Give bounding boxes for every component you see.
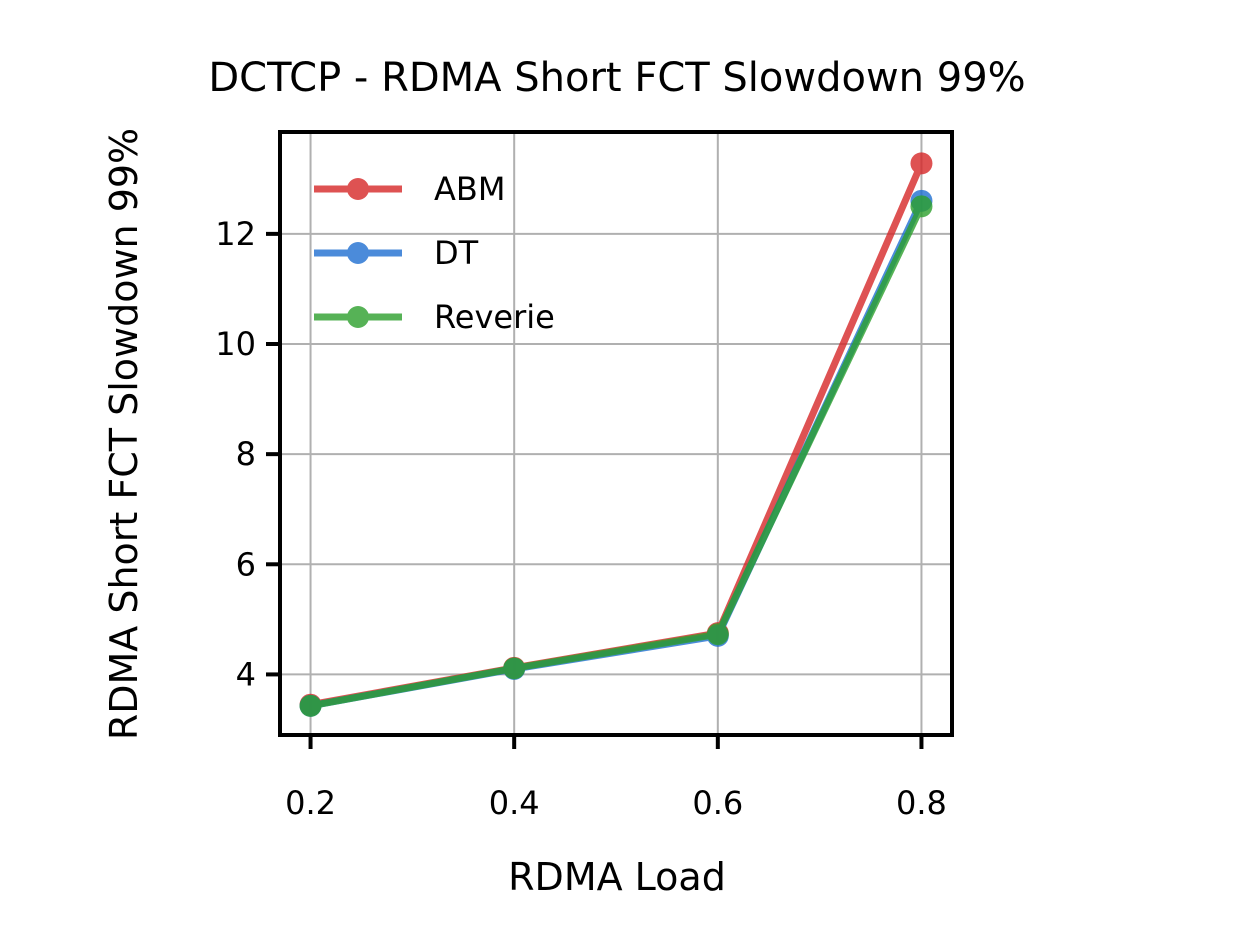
legend-swatch — [314, 242, 402, 264]
y-axis: 4 6 8 10 12 — [215, 215, 280, 693]
legend-marker — [347, 306, 369, 328]
y-tick-label: 10 — [215, 325, 256, 363]
legend-marker — [347, 178, 369, 200]
y-tick-label: 6 — [236, 545, 256, 583]
y-axis-label: RDMA Short FCT Slowdown 99% — [102, 128, 146, 740]
series-layer — [299, 152, 933, 717]
x-tick-label: 0.8 — [896, 784, 947, 822]
x-tick-label: 0.4 — [489, 784, 540, 822]
y-tick-label: 8 — [236, 435, 256, 473]
data-point — [503, 657, 526, 680]
x-tick-label: 0.2 — [285, 784, 336, 822]
legend-item: DT — [314, 234, 479, 272]
legend-swatch — [314, 178, 402, 200]
series-abm — [299, 152, 933, 716]
legend-marker — [347, 242, 369, 264]
legend: ABM DT Reverie — [314, 170, 555, 336]
x-tick-label: 0.6 — [692, 784, 743, 822]
data-point — [910, 152, 933, 175]
x-axis: 0.2 0.4 0.6 0.8 — [285, 735, 947, 822]
x-axis-label: RDMA Load — [508, 855, 726, 899]
grid — [280, 132, 952, 735]
y-tick-label: 4 — [236, 655, 256, 693]
legend-label: Reverie — [434, 298, 555, 336]
data-point — [706, 623, 729, 646]
plot-frame — [278, 130, 954, 737]
series-reverie — [299, 195, 933, 717]
legend-swatch — [314, 306, 402, 328]
data-point — [910, 195, 933, 218]
legend-item: ABM — [314, 170, 505, 208]
legend-label: ABM — [434, 170, 505, 208]
series-line — [307, 159, 925, 709]
legend-label: DT — [434, 234, 479, 272]
chart-title: DCTCP - RDMA Short FCT Slowdown 99% — [208, 55, 1025, 101]
data-point — [299, 694, 322, 717]
y-tick-label: 12 — [215, 215, 256, 253]
series-line — [307, 202, 925, 710]
legend-item: Reverie — [314, 298, 555, 336]
